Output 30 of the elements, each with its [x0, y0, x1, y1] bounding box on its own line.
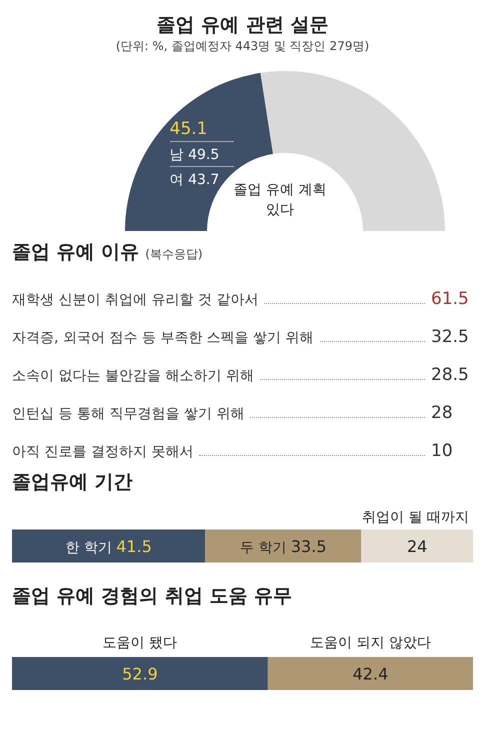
data-label: 28: [431, 403, 454, 423]
series-label: 한 학기: [65, 540, 116, 556]
text: (복수응답): [145, 247, 203, 261]
series-label: 취업이 될 때까지: [362, 510, 469, 526]
data-label: 45.1: [170, 118, 234, 142]
text: 졸업 유예 이유: [12, 241, 140, 263]
data-label: 42.4: [352, 664, 388, 684]
data-label: 24: [406, 537, 428, 556]
chart-subtitle: (단위: %, 졸업예정자 443명 및 직장인 279명): [114, 38, 370, 55]
series-label: 도움이 됐다: [102, 635, 178, 651]
data-label: 33.5: [290, 537, 327, 556]
data-label: 28.5: [431, 365, 470, 385]
data-label: 52.9: [122, 664, 158, 684]
series-label: 도움이 되지 않았다: [310, 635, 431, 651]
data-label: 32.5: [431, 327, 470, 347]
slice-label: 졸업 유예 계획 있다: [232, 181, 328, 220]
chart-title: 졸업 유예 관련 설문: [156, 14, 328, 36]
category-label: 재학생 신분이 취업에 유리할 것 같아서: [12, 291, 258, 309]
category-label: 아직 진로를 결정하지 못해서: [12, 443, 194, 461]
series-label: 두 학기: [240, 540, 291, 556]
data-label: 41.5: [116, 537, 152, 556]
data-label: 61.5: [431, 289, 470, 309]
data-label: 10: [431, 441, 454, 461]
category-label: 소속이 없다는 불안감을 해소하기 위해: [12, 367, 254, 385]
category-label: 인턴십 등 통해 직무경험을 쌓기 위해: [12, 405, 244, 423]
chart-title: 졸업 유예 경험의 취업 도움 유무: [12, 585, 292, 607]
chart-title: 졸업유예 기간: [12, 471, 133, 493]
text: 여 43.7: [170, 170, 220, 190]
category-label: 자격증, 외국어 점수 등 부족한 스펙을 쌓기 위해: [12, 329, 314, 347]
text: 남 49.5: [170, 142, 234, 167]
